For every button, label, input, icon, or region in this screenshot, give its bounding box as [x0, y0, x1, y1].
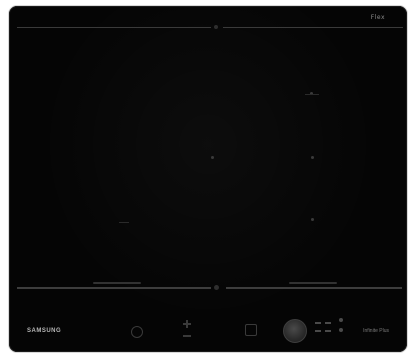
- control-dial-icon[interactable]: [283, 319, 307, 343]
- zone-marker-dot: [311, 156, 314, 159]
- glass-surface: [9, 6, 407, 352]
- indicator-dot: [339, 328, 343, 332]
- zone-marker-line: [305, 94, 319, 95]
- left-zone-slider[interactable]: [93, 282, 141, 284]
- power-icon[interactable]: [131, 326, 143, 338]
- indicator-dot: [339, 318, 343, 322]
- minus-icon-bar: [183, 335, 191, 337]
- zone-divider-bottom-right: [226, 287, 402, 289]
- zone-divider-bottom-left: [17, 287, 211, 289]
- zone-marker-line: [119, 222, 129, 223]
- flex-zone-label: Flex: [370, 14, 385, 21]
- plus-icon-horizontal: [183, 323, 191, 325]
- model-label: Infinite Plus: [363, 328, 389, 334]
- right-zone-slider[interactable]: [289, 282, 337, 284]
- zone-divider-top-right: [223, 27, 403, 28]
- zone-marker-dot: [311, 218, 314, 221]
- indicator-bar: [325, 322, 331, 324]
- indicator-bar: [315, 322, 321, 324]
- induction-cooktop: Flex SAMSUNG Infinite Plus: [9, 6, 407, 352]
- bottom-center-mark: [214, 285, 219, 290]
- minus-icon[interactable]: [183, 332, 191, 340]
- zone-marker-dot: [310, 92, 313, 95]
- zone-divider-top-left: [17, 27, 211, 28]
- zone-marker-dot: [211, 156, 214, 159]
- brand-logo: SAMSUNG: [27, 328, 62, 334]
- indicator-bar: [325, 330, 331, 332]
- indicator-bar: [315, 330, 321, 332]
- plus-icon[interactable]: [183, 320, 191, 328]
- timer-icon[interactable]: [245, 324, 257, 336]
- zone-center-mark: [214, 25, 218, 29]
